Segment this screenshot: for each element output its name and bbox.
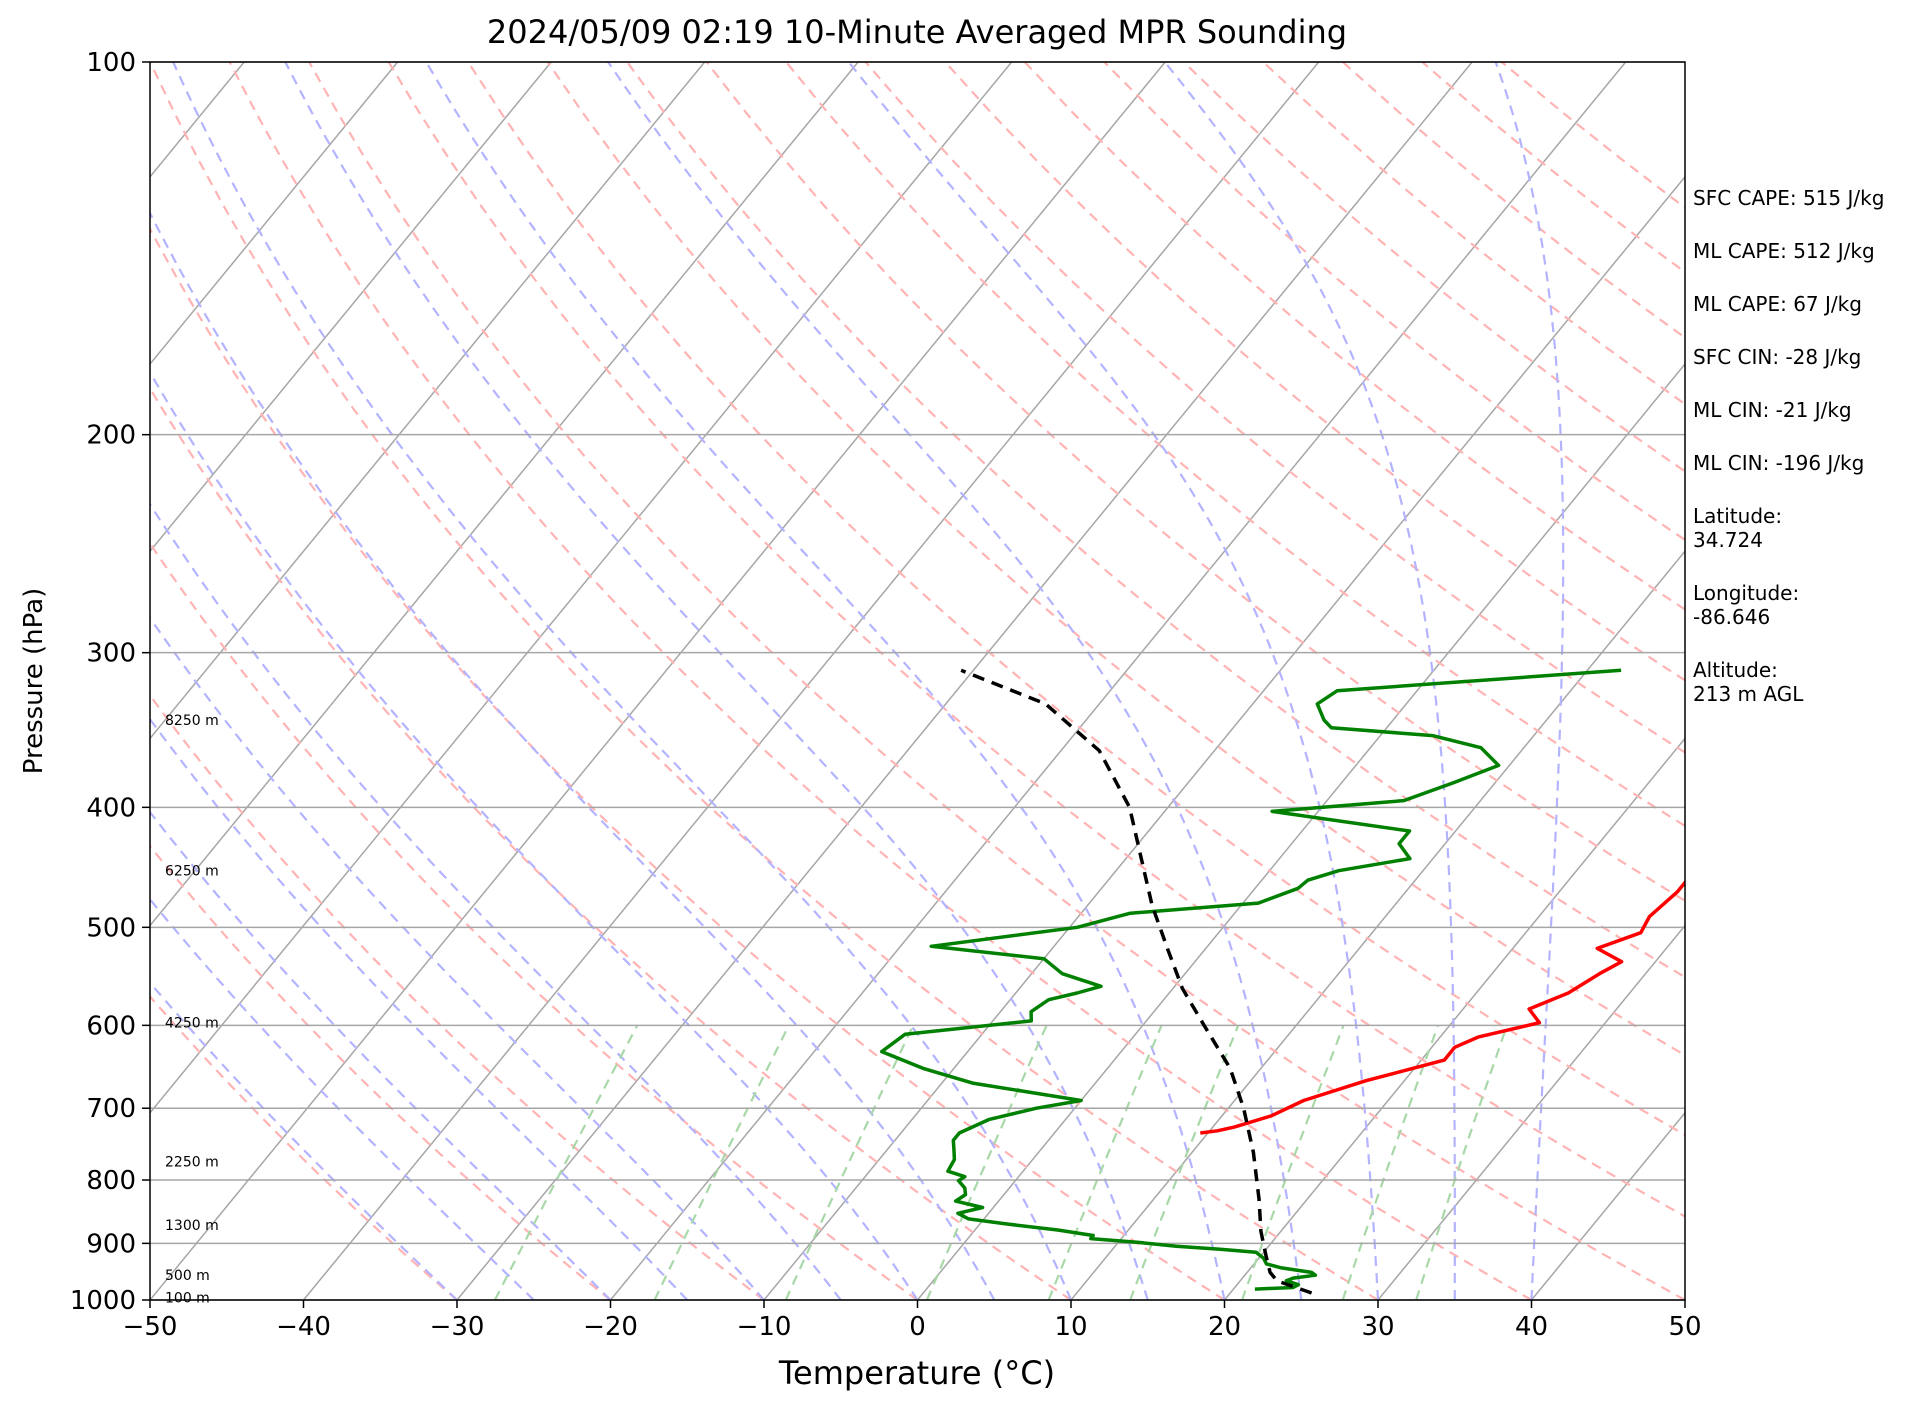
- height-label: 100 m: [165, 1290, 210, 1306]
- y-axis: 100 200 300 400 500 600 700 800 900 1000: [70, 48, 150, 1316]
- height-label: 6250 m: [165, 864, 219, 880]
- dry-adiabat-line: [546, 62, 1685, 1057]
- latitude-text: Latitude: 34.724: [1693, 504, 1783, 552]
- dry-adiabat-line: [150, 844, 612, 1300]
- sfc-cape-text: SFC CAPE: 515 J/kg: [1693, 186, 1885, 210]
- dry-adiabat-line: [308, 62, 1685, 1300]
- mixing-ratio-line: [493, 1024, 639, 1300]
- dry-adiabat-line: [150, 62, 1379, 1300]
- height-label: 1300 m: [165, 1218, 219, 1234]
- height-labels: 8250 m 6250 m 4250 m 2250 m 1300 m 500 m 100 m: [165, 713, 219, 1306]
- x-tick-label: 50: [1668, 1312, 1701, 1342]
- isotherm-line: [150, 62, 399, 366]
- ml-cape-text: ML CAPE: 512 J/kg: [1693, 239, 1875, 263]
- mixing-ratio-line: [925, 1024, 1048, 1300]
- moist-adiabat-line: [284, 62, 1149, 1300]
- mixing-ratio-line: [1047, 1024, 1163, 1300]
- x-tick-label: −50: [123, 1312, 178, 1342]
- background-lines: [150, 62, 1685, 1300]
- x-tick-label: 40: [1515, 1312, 1548, 1342]
- y-tick-label: 400: [86, 793, 136, 823]
- isotherm-line: [150, 62, 859, 927]
- dry-adiabat-line: [705, 62, 1685, 903]
- dry-adiabat-line: [944, 62, 1685, 682]
- sfc-cin-text: SFC CIN: -28 J/kg: [1693, 345, 1862, 369]
- x-tick-label: 0: [909, 1312, 926, 1342]
- altitude-text: Altitude: 213 m AGL: [1693, 658, 1804, 706]
- ml-cin-text-2: ML CIN: -196 J/kg: [1693, 451, 1865, 475]
- moist-adiabat-line: [150, 370, 919, 1300]
- moist-adiabat-line: [150, 810, 612, 1300]
- y-axis-label: Pressure (hPa): [19, 588, 49, 775]
- isotherm-line: [150, 62, 1166, 1300]
- temperature-line: [1200, 879, 1685, 1135]
- moist-adiabat-line: [150, 616, 765, 1300]
- moist-adiabat-line: [1164, 62, 1456, 1300]
- longitude-text: Longitude: -86.646: [1693, 581, 1800, 629]
- isotherm-line: [1223, 737, 1685, 1300]
- y-tick-label: 100: [86, 48, 136, 78]
- parcel-line: [960, 668, 1313, 1295]
- sounding-lines: [879, 668, 1685, 1295]
- y-tick-label: 300: [86, 639, 136, 669]
- isotherm-line: [763, 175, 1685, 1300]
- dry-adiabat-line: [150, 386, 1072, 1300]
- dry-adiabat-line: [387, 62, 1685, 1218]
- x-tick-label: −40: [276, 1312, 331, 1342]
- y-tick-label: 500: [86, 913, 136, 943]
- moist-adiabat-line: [150, 717, 689, 1300]
- moist-adiabat-line: [172, 62, 1073, 1300]
- isotherm-line: [609, 62, 1627, 1300]
- x-axis: −50 −40 −30 −20 −10 0 10 20 30 40 50: [123, 1300, 1702, 1342]
- isotherm-line: [150, 62, 552, 553]
- y-tick-label: 1000: [70, 1286, 136, 1316]
- moist-adiabat-line: [150, 210, 996, 1300]
- dry-adiabat-line: [150, 226, 1226, 1300]
- y-tick-label: 700: [86, 1094, 136, 1124]
- moist-adiabat-line: [607, 62, 1303, 1300]
- height-label: 500 m: [165, 1268, 210, 1284]
- x-axis-label: Temperature (°C): [778, 1354, 1055, 1392]
- isotherm-line: [150, 62, 1013, 1114]
- x-tick-label: −30: [430, 1312, 485, 1342]
- mixing-ratio-line: [653, 1024, 790, 1300]
- mixing-ratio-line: [784, 1024, 915, 1300]
- height-label: 8250 m: [165, 713, 219, 729]
- isotherm-line: [1377, 924, 1685, 1300]
- x-tick-label: 20: [1208, 1312, 1241, 1342]
- dry-adiabat-line: [228, 62, 1533, 1300]
- x-tick-label: 10: [1054, 1312, 1087, 1342]
- y-tick-label: 900: [86, 1229, 136, 1259]
- height-label: 4250 m: [165, 1016, 219, 1032]
- height-label: 2250 m: [165, 1155, 219, 1171]
- isotherm-line: [916, 362, 1685, 1300]
- x-tick-label: −10: [737, 1312, 792, 1342]
- y-tick-label: 600: [86, 1011, 136, 1041]
- moist-adiabat-line: [150, 981, 458, 1300]
- dewpoint-line: [879, 668, 1622, 1291]
- isotherm-line: [150, 62, 706, 740]
- x-tick-label: 30: [1361, 1312, 1394, 1342]
- ml-cin-text: ML CIN: -21 J/kg: [1693, 398, 1852, 422]
- chart-title: 2024/05/09 02:19 10-Minute Averaged MPR …: [487, 13, 1347, 51]
- dry-adiabat-line: [864, 62, 1685, 754]
- moist-adiabat-line: [425, 62, 1226, 1300]
- y-tick-label: 200: [86, 421, 136, 451]
- dry-adiabat-line: [467, 62, 1685, 1137]
- moist-adiabat-line: [150, 897, 535, 1300]
- dry-adiabat-line: [150, 693, 765, 1300]
- moist-adiabat-line: [1494, 62, 1565, 1300]
- sounding-info-panel: SFC CAPE: 515 J/kg ML CAPE: 512 J/kg ML …: [1693, 186, 1913, 735]
- x-tick-label: −20: [583, 1312, 638, 1342]
- y-tick-label: 800: [86, 1166, 136, 1196]
- isotherm-line: [302, 62, 1320, 1300]
- ml-cape-text-2: ML CAPE: 67 J/kg: [1693, 292, 1862, 316]
- isotherm-line: [456, 62, 1473, 1300]
- dry-adiabat-line: [785, 62, 1685, 828]
- moist-adiabat-line: [150, 502, 842, 1300]
